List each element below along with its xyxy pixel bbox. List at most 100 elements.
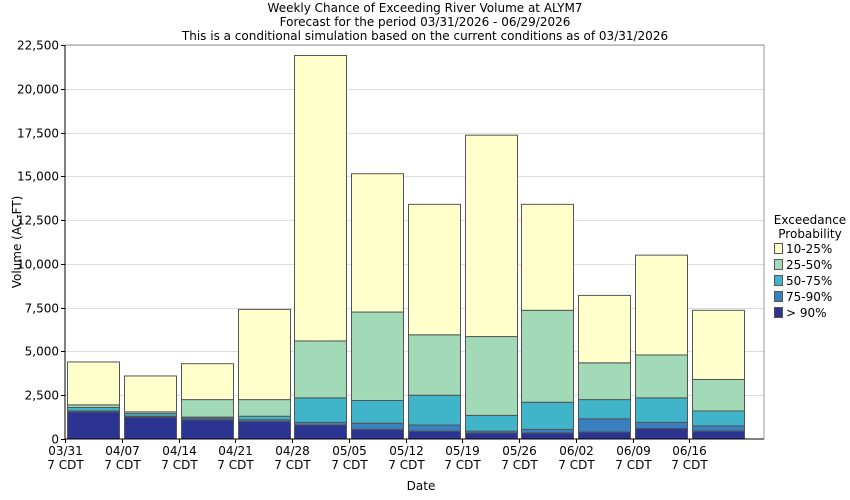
x-tick-label-date: 04/21 [218,444,253,458]
bars [67,55,745,440]
x-tick-label-date: 04/28 [275,444,310,458]
bar-stack [692,309,745,440]
legend-title-line-2: Probability [778,227,841,241]
y-tick-label: 5,000 [25,345,59,359]
legend-swatch-50-75 [774,275,783,286]
x-tick-label-date: 04/14 [162,444,197,458]
bar-segment-75-90 [408,424,461,432]
bar-segment-50-75 [67,406,120,412]
bar-segment-gt90 [238,420,291,440]
bar-segment-10-25 [351,173,404,313]
legend-label-75-90: 75-90% [786,290,832,304]
legend-swatch-10-25 [774,243,783,254]
bar-stack [635,254,688,440]
x-tick-label-date: 04/07 [105,444,140,458]
y-axis-ticks: 0 2,500 5,000 7,500 10,000 12,500 15,000 17,500… [17,39,65,447]
bar-segment-gt90 [578,431,631,440]
bar-segment-gt90 [521,432,574,440]
x-tick-label-tz: 7 CDT [217,458,254,472]
y-tick-label: 7,500 [25,302,59,316]
bar-segment-50-75 [351,399,404,424]
x-tick-label-date: 06/16 [672,444,707,458]
bar-stack [521,203,574,440]
bar-segment-25-50 [294,340,347,399]
bar-segment-10-25 [408,203,461,336]
bar-segment-50-75 [408,394,461,426]
bar-segment-25-50 [181,399,234,418]
bar-segment-25-50 [465,336,518,416]
x-tick-label-tz: 7 CDT [388,458,425,472]
bar-segment-75-90 [692,425,745,432]
bar-segment-gt90 [294,424,347,440]
x-tick-label-date: 06/09 [616,444,651,458]
bar-segment-10-25 [67,361,120,406]
bar-segment-10-25 [578,294,631,364]
bar-segment-10-25 [635,254,688,356]
bar-segment-gt90 [635,427,688,440]
y-tick-label: 20,000 [17,83,59,97]
x-tick-label-tz: 7 CDT [501,458,538,472]
bar-segment-10-25 [181,363,234,401]
y-tick-label: 15,000 [17,170,59,184]
legend-label-gt90: > 90% [786,306,827,320]
x-tick-label-date: 05/12 [389,444,424,458]
x-tick-label-tz: 7 CDT [615,458,652,472]
bar-segment-75-90 [635,421,688,429]
bar-segment-25-50 [238,399,291,417]
bar-segment-gt90 [692,430,745,440]
bar-segment-50-75 [692,410,745,427]
y-tick-label: 12,500 [17,214,59,228]
y-tick-label: 22,500 [17,39,59,53]
x-axis-label: Date [407,479,436,493]
bar-stack [294,55,347,440]
legend-items: 10-25% 25-50% 50-75% 75-90% > 90% [774,242,832,320]
x-tick-label-tz: 7 CDT [558,458,595,472]
bar-segment-gt90 [181,419,234,440]
bar-stack [351,173,404,440]
legend-swatch-75-90 [774,291,783,302]
x-tick-label-date: 06/02 [559,444,594,458]
bar-segment-gt90 [465,432,518,440]
bar-segment-10-25 [465,134,518,338]
bar-stack [238,308,291,440]
bar-stack [465,134,518,440]
bar-segment-50-75 [635,397,688,423]
chart-subtitle-period: Forecast for the period 03/31/2026 - 06/… [280,15,571,29]
bar-segment-gt90 [67,411,120,440]
chart-subtitle-conditions: This is a conditional simulation based o… [181,29,668,43]
bar-segment-25-50 [692,378,745,412]
bar-stack [181,363,234,440]
legend-label-50-75: 50-75% [786,274,832,288]
bar-segment-75-90 [578,418,631,433]
x-tick-label-tz: 7 CDT [671,458,708,472]
legend-swatch-gt90 [774,307,783,318]
bar-stack [67,361,120,440]
bar-segment-50-75 [521,401,574,430]
x-tick-label-date: 05/19 [445,444,480,458]
bar-segment-gt90 [408,430,461,440]
x-tick-label-tz: 7 CDT [47,458,84,472]
bar-segment-50-75 [238,415,291,421]
bar-segment-25-50 [408,334,461,396]
bar-segment-50-75 [294,397,347,423]
x-tick-label-tz: 7 CDT [274,458,311,472]
bar-stack [578,294,631,440]
legend-swatch-25-50 [774,259,783,270]
chart-title: Weekly Chance of Exceeding River Volume … [268,1,583,15]
bar-segment-10-25 [238,308,291,401]
legend-label-25-50: 25-50% [786,258,832,272]
x-tick-label-tz: 7 CDT [104,458,141,472]
bar-segment-10-25 [124,375,177,413]
x-tick-label-tz: 7 CDT [161,458,198,472]
x-tick-label-date: 05/26 [502,444,537,458]
legend-title-line-1: Exceedance [774,213,846,227]
y-tick-label: 17,500 [17,127,59,141]
x-tick-label-date: 05/05 [332,444,367,458]
bar-segment-10-25 [692,309,745,380]
bar-segment-75-90 [351,422,404,430]
bar-segment-25-50 [578,362,631,401]
y-tick-label: 0 [51,433,59,447]
bar-segment-75-90 [521,428,574,434]
